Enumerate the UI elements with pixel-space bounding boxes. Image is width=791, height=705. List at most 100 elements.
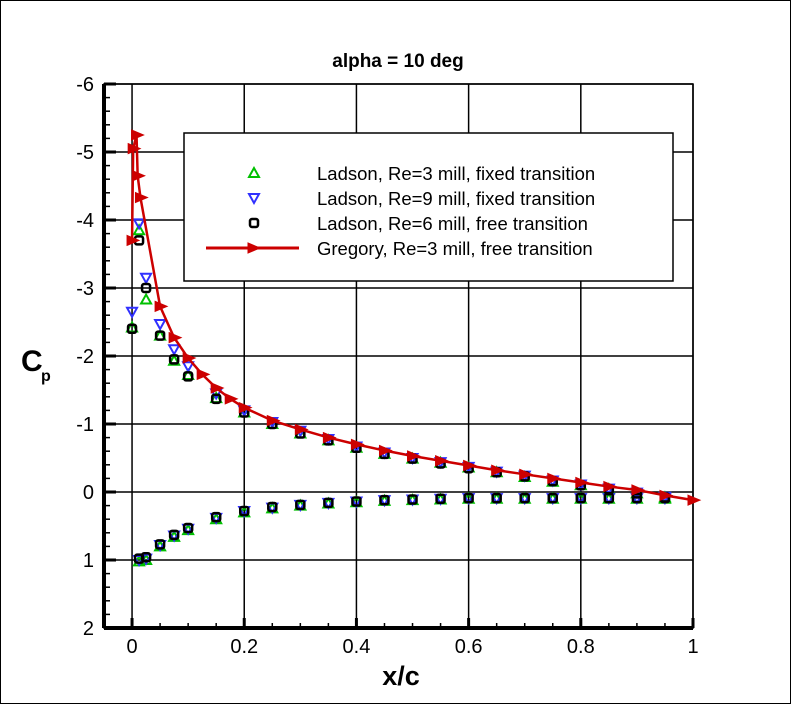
- data-point: [210, 382, 225, 394]
- data-point: [322, 431, 337, 444]
- y-tick-label: -1: [76, 414, 94, 436]
- legend-box: [183, 132, 674, 282]
- data-point: [267, 501, 278, 513]
- y-tick-label: -2: [76, 346, 94, 368]
- data-point: [139, 292, 153, 305]
- data-point: [131, 129, 145, 141]
- legend-label: Ladson, Re=3 mill, fixed transition: [317, 163, 595, 184]
- data-point: [154, 300, 169, 313]
- data-point: [519, 492, 530, 504]
- y-tick-label: -5: [76, 142, 94, 164]
- y-tick-label: 2: [83, 618, 94, 640]
- data-point: [547, 472, 562, 485]
- data-point: [182, 522, 194, 534]
- data-point: [210, 393, 222, 405]
- series: [126, 235, 671, 564]
- data-point: [294, 423, 309, 436]
- data-point: [196, 368, 211, 381]
- legend-item: Ladson, Re=9 mill, fixed transition: [247, 188, 595, 209]
- legend-label: Ladson, Re=6 mill, free transition: [317, 213, 588, 234]
- data-point: [181, 361, 195, 374]
- data-point: [125, 306, 139, 319]
- data-point: [238, 505, 250, 517]
- data-point: [125, 320, 139, 333]
- data-point: [182, 371, 194, 382]
- data-point: [687, 494, 702, 506]
- data-point: [181, 367, 195, 381]
- data-point: [547, 492, 559, 504]
- data-point: [224, 393, 239, 405]
- y-tick-label: 1: [83, 550, 94, 572]
- data-point: [132, 223, 146, 236]
- x-axis-label: x/c: [382, 661, 420, 691]
- y-tick-label: -6: [76, 74, 94, 96]
- data-point: [168, 331, 183, 344]
- data-point: [266, 414, 281, 427]
- data-point: [132, 170, 146, 182]
- data-point: [210, 511, 222, 523]
- series: [126, 129, 702, 506]
- data-point: [603, 480, 618, 493]
- data-point: [575, 476, 590, 489]
- x-tick-label: 0.8: [567, 636, 595, 658]
- data-point: [491, 492, 502, 504]
- data-point: [491, 464, 505, 476]
- legend: Ladson, Re=3 mill, fixed transition Ladso…: [183, 132, 674, 282]
- legend-item: Ladson, Re=3 mill, fixed transition: [247, 163, 595, 184]
- x-tick-label: 0: [126, 636, 137, 658]
- series-line: [130, 134, 694, 502]
- legend-item: Gregory, Re=3 mill, free transition: [206, 238, 593, 259]
- data-point: [378, 444, 393, 457]
- data-point: [238, 401, 253, 414]
- data-point: [182, 352, 197, 364]
- data-point: [603, 492, 615, 504]
- data-point: [631, 492, 643, 504]
- data-point: [154, 539, 166, 550]
- data-point: [379, 494, 390, 506]
- data-point: [140, 282, 152, 294]
- data-point: [631, 484, 646, 496]
- x-tick-label: 0.2: [230, 636, 258, 658]
- x-tick-label: 1: [687, 636, 698, 658]
- y-axis-label-subscript: p: [41, 368, 51, 385]
- data-point: [134, 191, 149, 204]
- data-point: [463, 492, 474, 504]
- data-point: [140, 552, 152, 563]
- data-point: [126, 234, 141, 247]
- data-point: [248, 217, 260, 229]
- data-point: [351, 496, 362, 507]
- data-point: [139, 272, 153, 285]
- data-point: [247, 242, 262, 254]
- data-point: [435, 454, 449, 467]
- data-point: [154, 330, 166, 341]
- data-point: [659, 489, 674, 502]
- data-point: [153, 319, 167, 332]
- data-point: [247, 165, 261, 178]
- data-point: [167, 344, 181, 357]
- data-point: [407, 494, 418, 505]
- y-axis-label: C: [21, 345, 43, 378]
- data-point: [407, 450, 421, 462]
- data-point: [519, 468, 534, 481]
- legend-label: Ladson, Re=9 mill, fixed transition: [317, 188, 595, 209]
- data-point: [126, 323, 138, 335]
- data-point: [167, 353, 181, 366]
- data-point: [168, 354, 180, 365]
- y-tick-label: -3: [76, 278, 94, 300]
- data-point: [127, 142, 142, 155]
- data-point: [247, 193, 261, 206]
- data-point: [463, 459, 477, 472]
- data-point: [350, 438, 365, 451]
- data-marks: [125, 129, 702, 568]
- data-point: [168, 529, 180, 541]
- y-tick-label: -4: [76, 210, 94, 232]
- data-point: [323, 497, 334, 509]
- data-point: [295, 499, 306, 511]
- legend-label: Gregory, Re=3 mill, free transition: [317, 238, 593, 259]
- x-tick-label: 0.6: [455, 636, 483, 658]
- axes: 0 0.2 0.4 0.6 0.8 1 -6 -5 -4 -3 -2 -1 0 1 2: [76, 74, 698, 658]
- y-tick-label: 0: [83, 482, 94, 504]
- data-point: [575, 492, 587, 504]
